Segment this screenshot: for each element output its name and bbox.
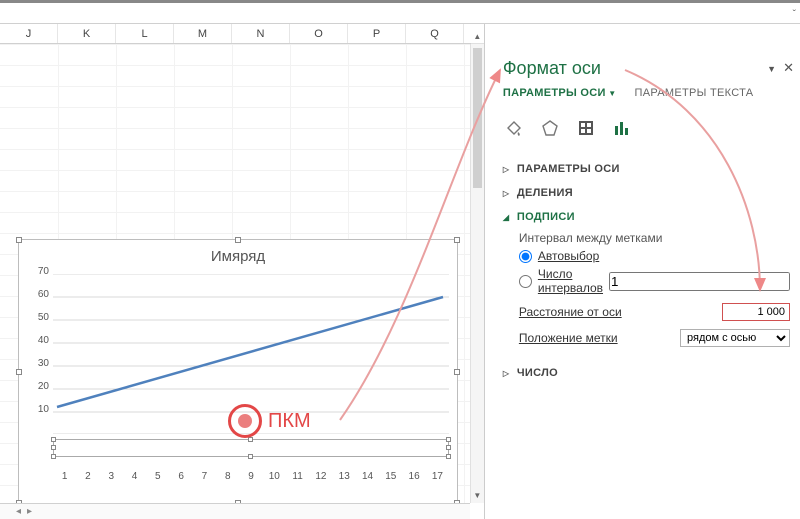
sheet-tab-bar[interactable]: ◂ ▸: [0, 503, 470, 519]
plot-area[interactable]: [53, 274, 449, 434]
ribbon-collapse-icon[interactable]: ˇ: [793, 9, 796, 20]
pane-menu-icon[interactable]: ▼: [767, 64, 776, 74]
size-icon[interactable]: [575, 117, 597, 139]
tab-text-options[interactable]: ПАРАМЕТРЫ ТЕКСТА: [634, 87, 753, 99]
distance-input[interactable]: [722, 303, 790, 321]
pane-icon-tabs: [503, 111, 790, 151]
effects-icon[interactable]: [539, 117, 561, 139]
tab-nav-icon[interactable]: ▸: [27, 506, 32, 517]
resize-handle[interactable]: [16, 369, 22, 375]
resize-handle[interactable]: [235, 237, 241, 243]
chart-title[interactable]: Имяряд: [19, 240, 457, 269]
fill-icon[interactable]: [503, 117, 525, 139]
worksheet-area[interactable]: J K L M N O P Q Имяряд: [0, 24, 485, 519]
col-header[interactable]: K: [58, 24, 116, 43]
distance-label: Расстояние от оси: [519, 305, 622, 319]
y-axis-labels: 70 60 50 40 30 20 10: [27, 270, 49, 438]
col-header[interactable]: L: [116, 24, 174, 43]
col-header[interactable]: J: [0, 24, 58, 43]
chart-series-line[interactable]: [57, 297, 443, 407]
scroll-up-icon[interactable]: ▲: [471, 30, 484, 44]
cell-grid[interactable]: Имяряд 70 60 50 40 30 20 10: [0, 44, 484, 504]
ribbon-strip: ˇ: [0, 0, 800, 24]
resize-handle[interactable]: [16, 237, 22, 243]
radio-auto[interactable]: [519, 250, 532, 263]
section-divisions: ▷ДЕЛЕНИЯ: [503, 181, 790, 205]
radio-count-label: Число интервалов: [538, 267, 603, 295]
col-header[interactable]: Q: [406, 24, 464, 43]
column-headers[interactable]: J K L M N O P Q: [0, 24, 484, 44]
position-label: Положение метки: [519, 331, 618, 345]
axis-options-icon[interactable]: [611, 117, 633, 139]
interval-count-input[interactable]: [609, 272, 790, 291]
x-axis-selected[interactable]: [53, 439, 449, 457]
x-axis-labels: 12 34 56 78 910 1112 1314 1516 17: [53, 471, 449, 485]
resize-handle[interactable]: [454, 237, 460, 243]
section-title: ПОДПИСИ: [517, 211, 575, 223]
col-header[interactable]: P: [348, 24, 406, 43]
radio-count[interactable]: [519, 275, 532, 288]
section-axis-params: ▷ПАРАМЕТРЫ ОСИ: [503, 157, 790, 181]
section-title: ДЕЛЕНИЯ: [517, 187, 573, 199]
tab-nav-icon[interactable]: ◂: [16, 506, 21, 517]
pane-tabs: ПАРАМЕТРЫ ОСИ ПАРАМЕТРЫ ТЕКСТА: [503, 87, 790, 99]
close-icon[interactable]: ✕: [783, 60, 794, 76]
resize-handle[interactable]: [454, 369, 460, 375]
format-axis-pane: ▼ ✕ Формат оси ПАРАМЕТРЫ ОСИ ПАРАМЕТРЫ Т…: [485, 24, 800, 519]
position-select[interactable]: рядом с осью: [680, 329, 790, 347]
col-header[interactable]: O: [290, 24, 348, 43]
section-number: ▷ЧИСЛО: [503, 361, 790, 385]
tab-axis-options[interactable]: ПАРАМЕТРЫ ОСИ: [503, 87, 617, 99]
interval-caption: Интервал между метками: [519, 231, 790, 245]
section-title: ЧИСЛО: [517, 367, 558, 379]
radio-auto-label: Автовыбор: [538, 249, 599, 263]
scroll-down-icon[interactable]: ▼: [471, 489, 484, 503]
col-header[interactable]: N: [232, 24, 290, 43]
section-labels: ◢ПОДПИСИ Интервал между метками Автовыбо…: [503, 205, 790, 361]
chart-object[interactable]: Имяряд 70 60 50 40 30 20 10: [18, 239, 458, 504]
col-header[interactable]: M: [174, 24, 232, 43]
scroll-thumb[interactable]: [473, 48, 482, 188]
pane-title: Формат оси: [503, 58, 790, 79]
vertical-scrollbar[interactable]: ▲ ▼: [470, 44, 484, 503]
section-title: ПАРАМЕТРЫ ОСИ: [517, 163, 620, 175]
